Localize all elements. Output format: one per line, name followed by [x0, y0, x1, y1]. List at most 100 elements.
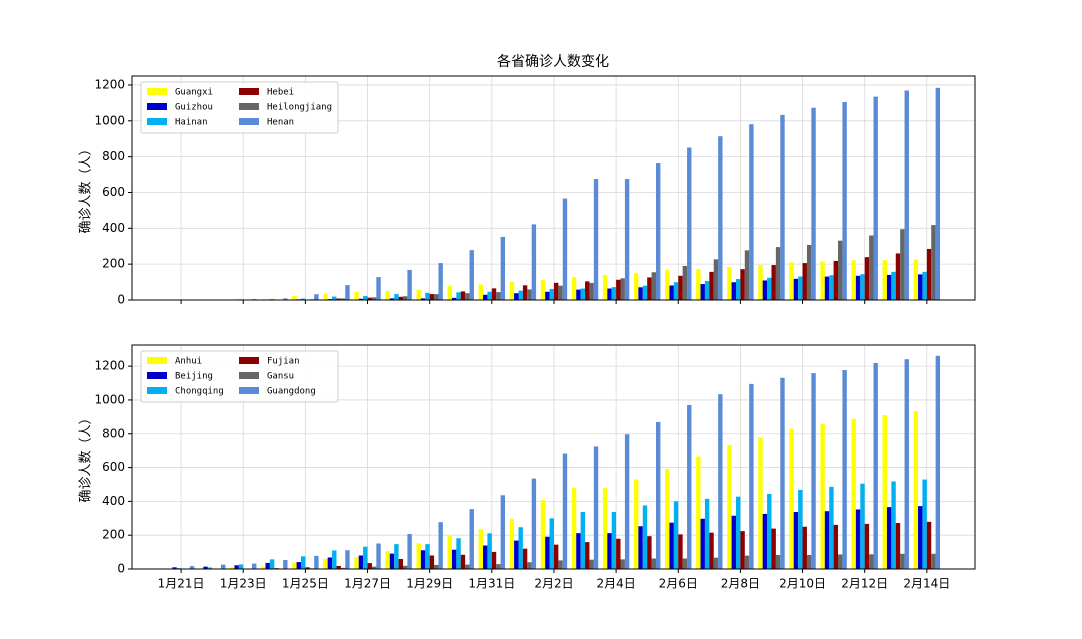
bar — [873, 362, 878, 569]
bar — [403, 565, 408, 569]
bar — [456, 538, 461, 569]
bar — [678, 275, 683, 300]
bar — [793, 512, 799, 569]
bar — [651, 272, 656, 300]
bar — [531, 478, 537, 569]
bar — [913, 259, 919, 300]
bar — [261, 566, 266, 569]
bar — [602, 487, 608, 569]
legend-swatch — [147, 88, 167, 95]
bar — [682, 558, 688, 569]
bar — [354, 291, 359, 300]
bar — [522, 285, 528, 300]
bar — [345, 550, 350, 569]
bar — [882, 415, 887, 569]
bar — [500, 495, 506, 569]
bar — [696, 456, 701, 569]
bar — [447, 535, 452, 569]
bar — [336, 565, 341, 569]
bar — [340, 567, 346, 569]
bar — [607, 288, 612, 300]
bar — [398, 296, 404, 300]
bar — [864, 523, 870, 569]
bar — [718, 394, 723, 569]
bar — [620, 278, 625, 300]
bar — [323, 558, 328, 569]
bar — [172, 567, 177, 569]
bar — [624, 434, 630, 569]
bar — [385, 290, 390, 300]
bar — [265, 562, 270, 569]
bar — [673, 501, 679, 569]
bar — [744, 250, 750, 300]
bar — [438, 522, 443, 569]
bar — [300, 556, 306, 569]
bar — [704, 281, 710, 300]
bar — [926, 248, 932, 300]
bar — [611, 512, 617, 569]
bar — [882, 260, 887, 300]
bar — [585, 281, 590, 300]
bar — [553, 282, 559, 300]
bar — [340, 298, 346, 300]
legend-swatch — [147, 103, 167, 110]
bar — [669, 522, 674, 569]
y-tick-label: 600 — [102, 460, 125, 474]
bar — [869, 235, 874, 300]
bar — [363, 546, 368, 569]
bar — [203, 566, 208, 569]
bar — [451, 549, 457, 569]
legend-swatch — [239, 103, 259, 110]
bar — [900, 229, 905, 300]
bar — [624, 179, 630, 300]
bar — [811, 107, 816, 300]
legend-swatch — [147, 357, 167, 364]
x-tick-label: 2月2日 — [534, 577, 573, 591]
bar — [642, 505, 648, 569]
chart-title: 各省确诊人数变化 — [497, 54, 609, 70]
bar — [687, 405, 692, 569]
bar — [740, 269, 745, 300]
bar — [429, 294, 435, 300]
bar — [558, 560, 563, 569]
x-tick-label: 2月10日 — [779, 577, 826, 591]
bar — [332, 550, 337, 569]
bar — [522, 548, 528, 569]
bar — [509, 518, 515, 569]
bar — [665, 269, 670, 300]
bar — [558, 285, 563, 300]
bar — [549, 518, 554, 569]
bar — [864, 257, 870, 300]
x-tick-label: 1月29日 — [406, 577, 453, 591]
x-tick-label: 1月23日 — [220, 577, 267, 591]
bar — [651, 558, 656, 569]
bar — [496, 564, 501, 569]
bar — [296, 562, 301, 569]
bar — [833, 524, 839, 569]
bar — [447, 286, 452, 300]
y-tick-label: 1200 — [94, 359, 125, 373]
x-tick-label: 2月6日 — [659, 577, 698, 591]
bar — [527, 289, 532, 300]
bar — [363, 296, 368, 300]
bar — [314, 555, 319, 569]
bar — [220, 564, 226, 569]
legend-swatch — [239, 357, 259, 364]
bar — [767, 277, 772, 300]
bar — [802, 526, 807, 569]
bar — [549, 288, 554, 300]
bar — [465, 293, 470, 300]
axes-frame — [131, 75, 976, 301]
bar — [371, 566, 377, 569]
bar — [922, 271, 927, 300]
bar — [829, 275, 834, 300]
bar — [371, 297, 377, 300]
bar — [469, 509, 474, 569]
bar — [292, 562, 297, 569]
bar — [758, 265, 763, 300]
bar — [576, 533, 581, 569]
bar — [487, 291, 492, 300]
legend-swatch — [239, 88, 259, 95]
bar — [420, 550, 426, 569]
